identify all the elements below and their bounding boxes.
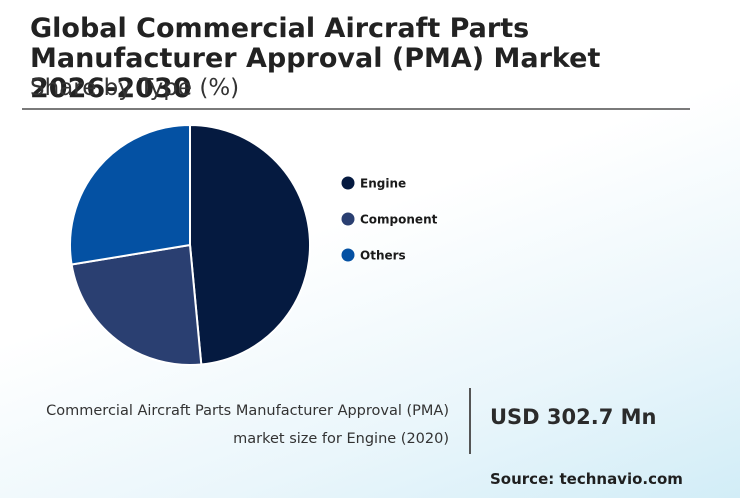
legend-marker-engine <box>341 176 355 190</box>
caption-line-2: market size for Engine (2020) <box>233 431 449 447</box>
source-credit: Source: technavio.com <box>490 470 683 488</box>
legend-marker-others <box>341 248 355 262</box>
legend-label-component: Component <box>360 213 438 227</box>
market-size-value: USD 302.7 Mn <box>490 405 657 429</box>
legend-marker-component <box>341 212 355 226</box>
title-divider <box>22 108 690 110</box>
chart-legend: Engine Component Others <box>341 176 438 263</box>
chart-subtitle: Share by Type (%) <box>30 75 240 101</box>
legend-label-engine: Engine <box>360 177 406 191</box>
pie-slice-component <box>70 243 203 366</box>
chart-title: Global Commercial Aircraft Parts Manufac… <box>30 13 601 104</box>
market-size-caption: Commercial Aircraft Parts Manufacturer A… <box>0 397 449 453</box>
kpi-divider <box>469 388 471 454</box>
legend-label-others: Others <box>360 249 406 263</box>
caption-line-1: Commercial Aircraft Parts Manufacturer A… <box>46 403 449 419</box>
pie-slice-others <box>69 123 191 266</box>
pie-slices <box>69 123 312 366</box>
pie-slice-engine <box>189 123 312 366</box>
